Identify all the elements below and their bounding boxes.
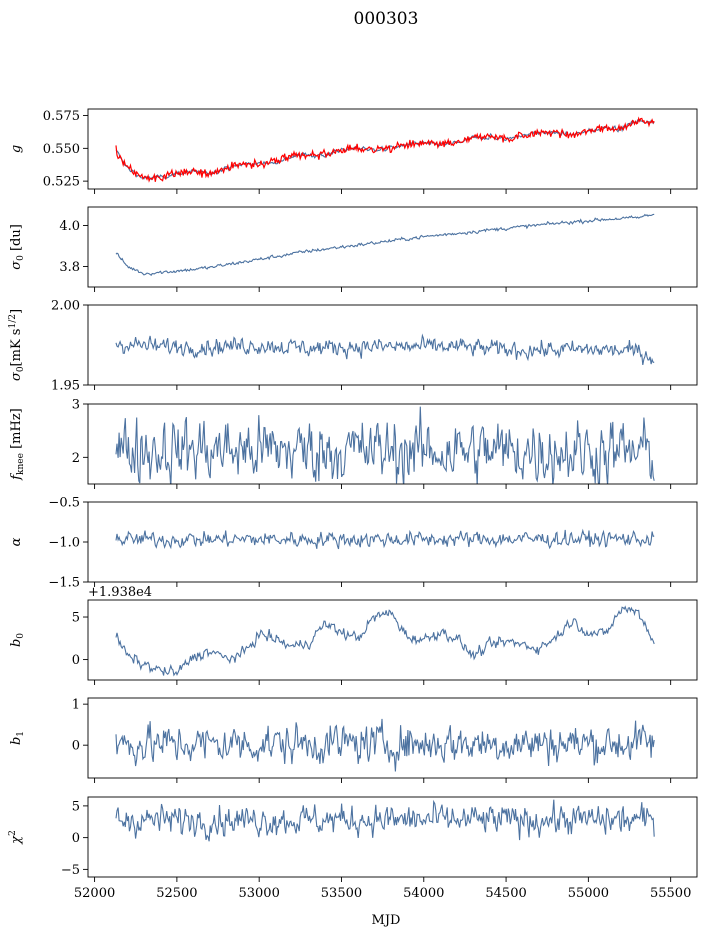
series-line (115, 118, 655, 181)
x-tick-label: 53500 (321, 886, 362, 901)
y-tick-label: 2 (72, 451, 80, 466)
y-tick-label: 0 (72, 831, 80, 846)
y-tick-label: 3.8 (59, 260, 80, 275)
series-line (115, 799, 655, 842)
subplot-8: −5 0 5 52000 52500 53000 53500 54000 54500 55000 5… (8, 796, 698, 901)
subplot-7: 0 1 b1 (9, 697, 698, 783)
y-axis-label: g (9, 145, 24, 153)
y-tick-label: −1.5 (48, 576, 80, 591)
x-axis-label: MJD (372, 913, 401, 928)
x-tick-label: 55000 (568, 886, 609, 901)
y-tick-label: 1.95 (51, 379, 80, 394)
overlay-line (115, 116, 655, 183)
subplot-1: 0.525 0.550 0.575 g (9, 108, 698, 194)
y-tick-label: −5 (61, 863, 80, 878)
x-tick-label: 53000 (238, 886, 279, 901)
y-tick-label: 1 (72, 698, 80, 713)
y-axis-label: b1 (9, 731, 26, 745)
figure-title: 000303 (354, 9, 419, 29)
x-tick-label: 54500 (485, 886, 526, 901)
axes-frame (87, 599, 698, 681)
x-tick-label: 52000 (74, 886, 115, 901)
y-axis-label: χ2 (8, 830, 24, 845)
y-axis-label: σ0[mK s1/2] (8, 309, 26, 381)
x-tick-label: 54000 (403, 886, 444, 901)
subplot-4: 2 3 fknee [mHz] (9, 398, 698, 489)
axes-frame (87, 403, 698, 485)
series-line (115, 406, 655, 484)
axes-frame (87, 108, 698, 190)
y-offset-label: +1.938e4 (88, 585, 152, 600)
y-tick-label: 0.525 (43, 175, 80, 190)
y-tick-label: 0 (72, 739, 80, 754)
subplot-6: 0 5 +1.938e4 b0 (9, 585, 698, 685)
y-tick-label: 0.550 (43, 142, 80, 157)
y-tick-label: 0.575 (43, 109, 80, 124)
y-axis-label: b0 (9, 633, 26, 647)
y-tick-label: −1.0 (48, 536, 80, 551)
panels: 0.525 0.550 0.575 g 3.8 4.0 σ0 [du] 1.95 2.00 σ0[… (8, 108, 698, 901)
y-axis-label: σ0 [du] (9, 224, 26, 270)
axes-frame (87, 304, 698, 386)
y-tick-label: 5 (72, 799, 80, 814)
axes-frame (87, 796, 698, 878)
y-tick-label: 4.0 (59, 219, 80, 234)
series-line (115, 718, 655, 772)
series-line (115, 213, 655, 276)
subplot-5: −1.5 −1.0 −0.5 α (9, 496, 698, 591)
y-tick-label: 2.00 (51, 299, 80, 314)
y-tick-label: 0 (72, 653, 80, 668)
y-axis-label: fknee [mHz] (9, 408, 26, 481)
series-line (115, 605, 655, 677)
y-tick-label: −0.5 (48, 496, 80, 511)
series-line (115, 333, 655, 366)
axes-frame (87, 697, 698, 779)
y-tick-label: 5 (72, 611, 80, 626)
series-line (115, 528, 655, 550)
x-tick-label: 52500 (156, 886, 197, 901)
y-axis-label: α (9, 537, 24, 546)
axes-frame (87, 206, 698, 288)
subplot-3: 1.95 2.00 σ0[mK s1/2] (8, 299, 698, 394)
x-tick-label: 55500 (650, 886, 691, 901)
y-tick-label: 3 (72, 398, 80, 413)
subplot-2: 3.8 4.0 σ0 [du] (9, 206, 698, 292)
